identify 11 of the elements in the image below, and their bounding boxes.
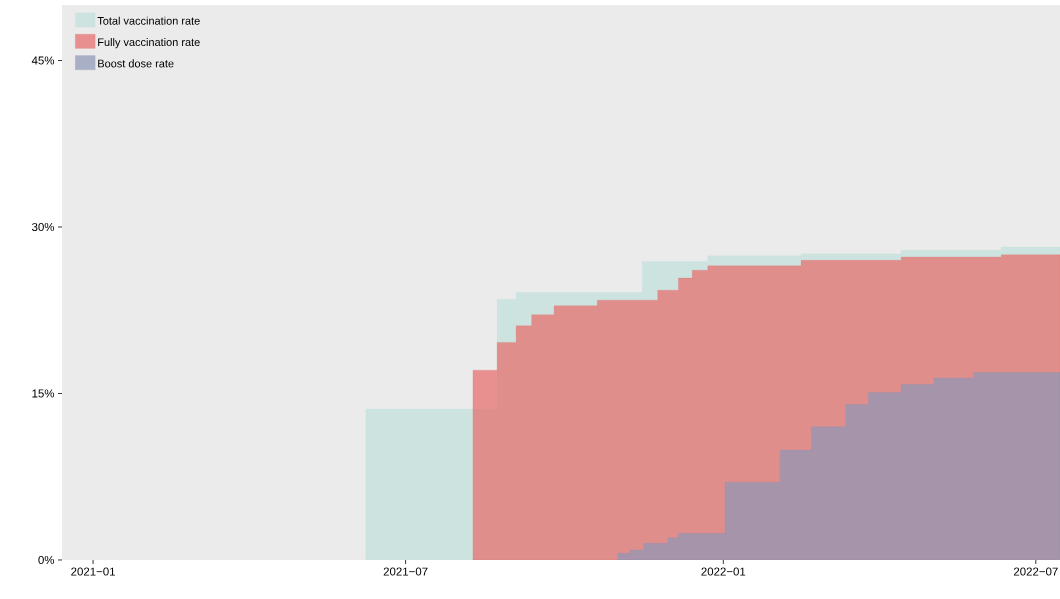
x-tick-label: 2022−07 <box>1013 567 1058 576</box>
y-tick-label: 15% <box>32 389 55 398</box>
legend-label: Fully vaccination rate <box>98 38 200 49</box>
y-tick-label: 45% <box>31 56 55 65</box>
x-tick-label: 2021−01 <box>71 567 115 576</box>
y-tick-label: 30% <box>32 222 55 232</box>
x-tick-label: 2022−01 <box>701 567 746 576</box>
legend-label: Total vaccination rate <box>97 16 200 25</box>
legend-label: Boost dose rate <box>98 59 174 68</box>
y-tick-label: 0% <box>38 555 55 565</box>
x-tick-label: 2021−07 <box>383 567 428 576</box>
